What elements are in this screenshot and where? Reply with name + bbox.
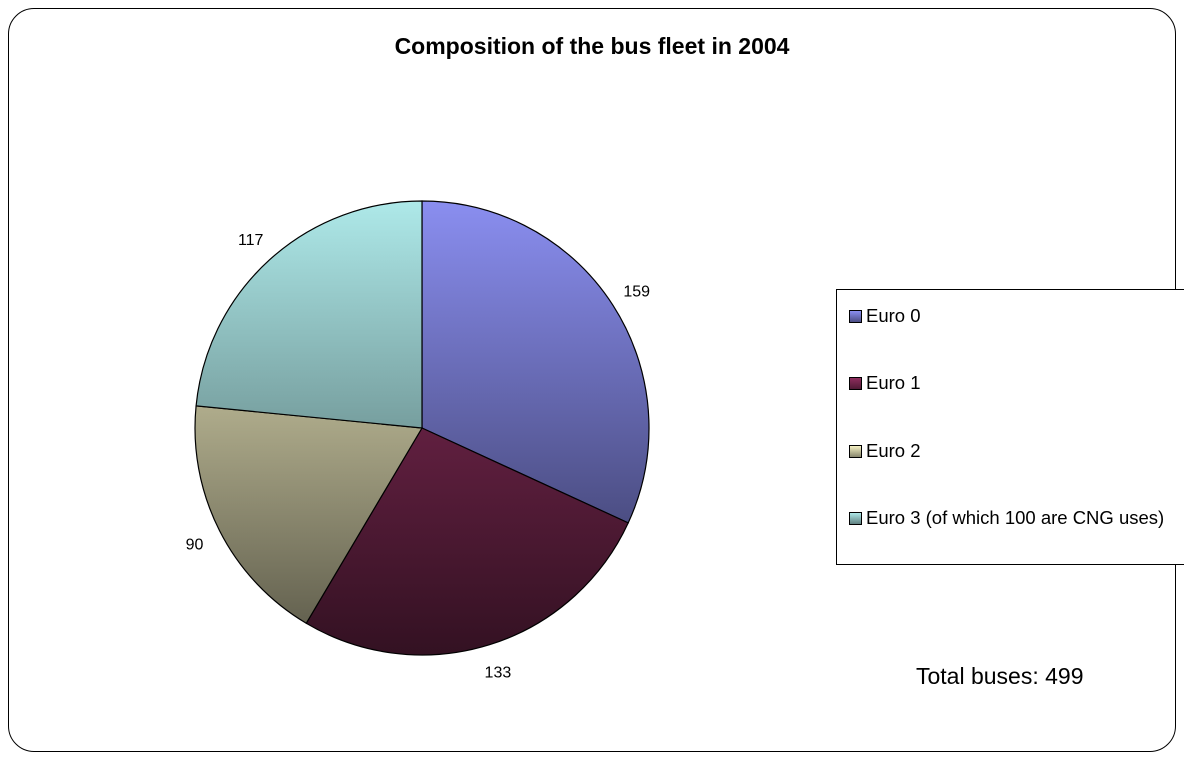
legend-swatch <box>849 512 862 525</box>
legend-swatch <box>849 310 862 323</box>
slice-euro-1 <box>305 427 630 656</box>
slice-euro-0 <box>421 200 650 524</box>
data-label: 159 <box>623 283 650 300</box>
data-label: 90 <box>186 536 204 553</box>
legend-label: Euro 3 (of which 100 are CNG uses) <box>866 507 1165 528</box>
legend-swatch <box>849 445 862 458</box>
legend-swatch <box>849 377 862 390</box>
legend-label: Euro 2 <box>866 440 921 461</box>
legend-label: Euro 1 <box>866 372 921 393</box>
data-label: 117 <box>238 232 264 249</box>
slice-euro-2 <box>194 405 423 625</box>
legend-item-euro-0: Euro 0 <box>849 305 1184 327</box>
legend-item-euro-1: Euro 1 <box>849 372 1184 394</box>
legend-item-euro-3: Euro 3 (of which 100 are CNG uses) <box>849 507 1184 529</box>
total-buses-note: Total buses: 499 <box>916 663 1084 689</box>
legend-label: Euro 0 <box>866 305 921 326</box>
legend: Euro 0 Euro 1 Euro 2 Euro 3 (of which 10… <box>836 289 1184 565</box>
data-label: 133 <box>485 664 512 681</box>
legend-item-euro-2: Euro 2 <box>849 440 1184 462</box>
slice-euro-3 <box>195 200 423 429</box>
chart-title: Composition of the bus fleet in 2004 <box>394 33 790 59</box>
